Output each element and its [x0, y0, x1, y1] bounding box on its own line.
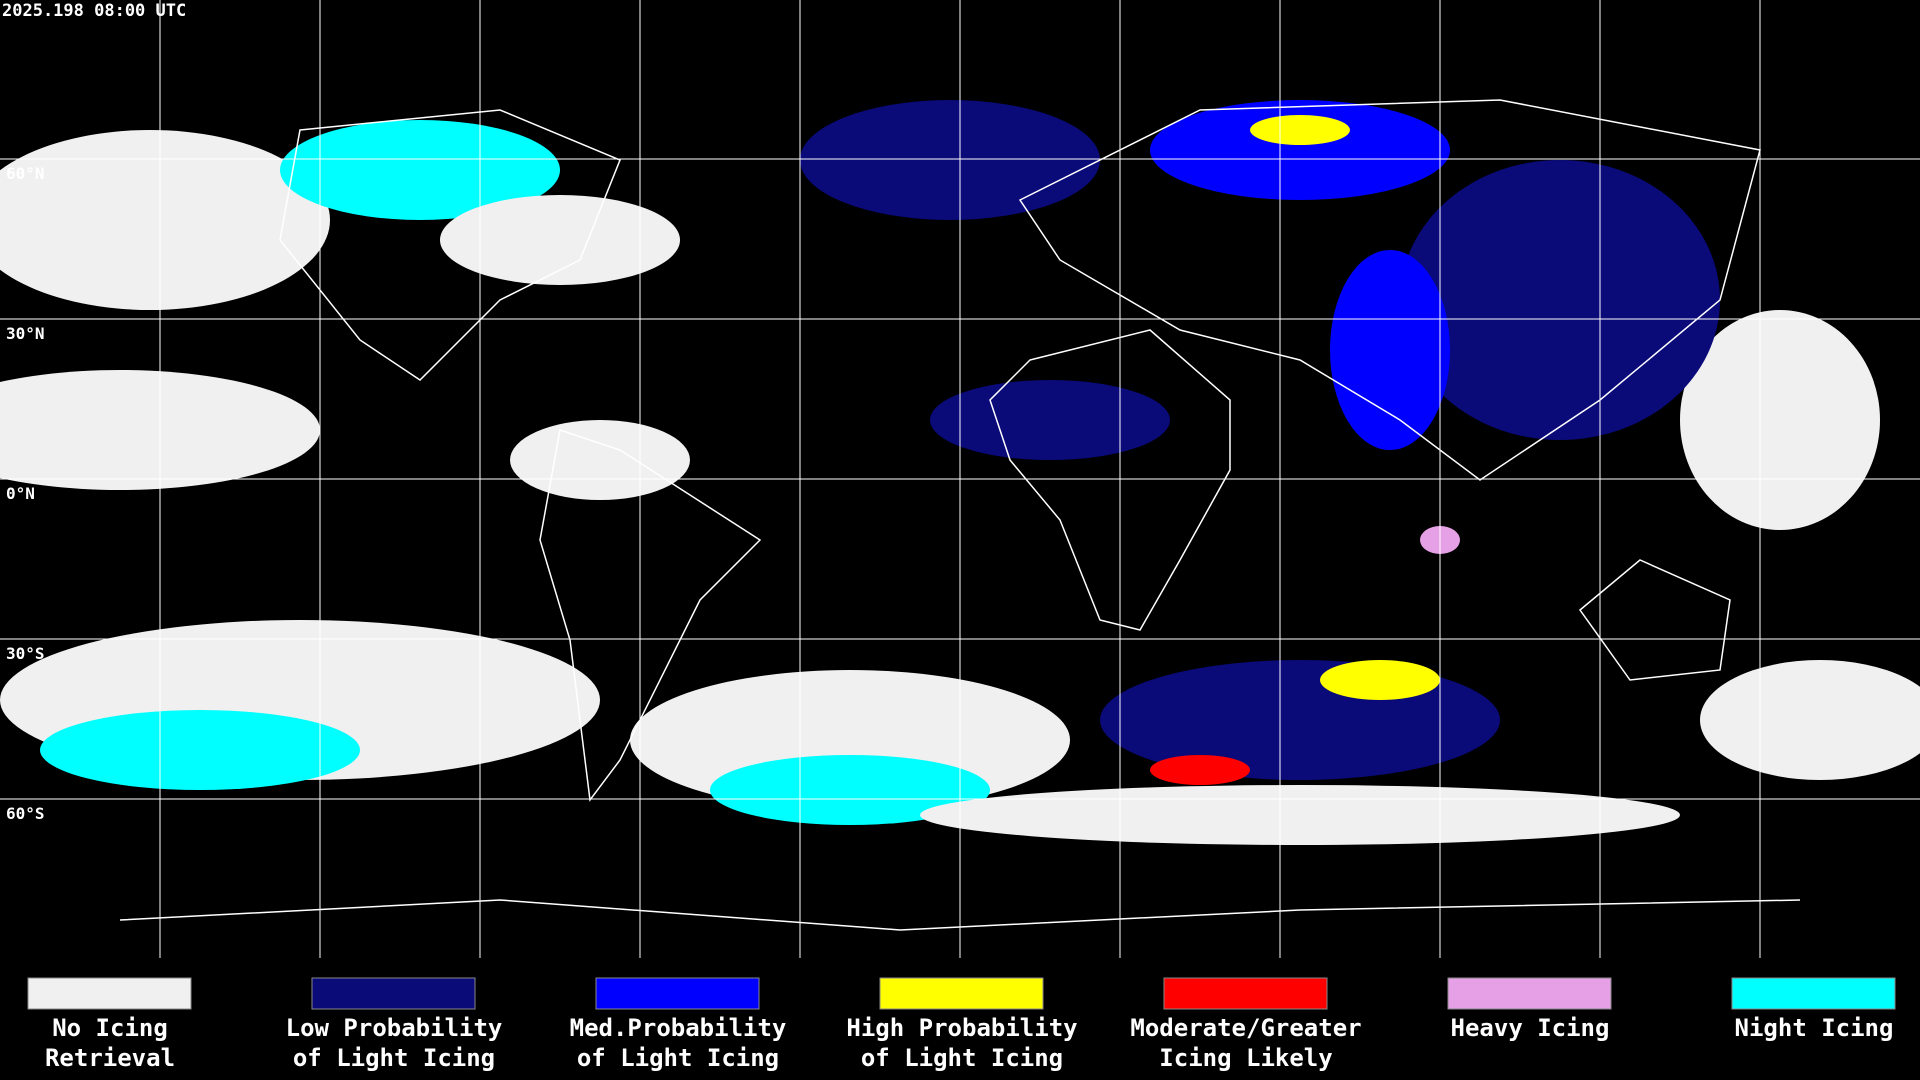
legend-label: Heavy Icing	[1451, 1014, 1610, 1042]
legend-swatch	[311, 977, 476, 1010]
coastline	[119, 899, 1801, 931]
coastline	[989, 329, 1231, 631]
coastline	[1018, 99, 1761, 481]
cloud	[1250, 115, 1350, 145]
latitude-label: 0°N	[6, 484, 35, 503]
legend-label: Moderate/Greater	[1130, 1014, 1361, 1042]
cloud	[1330, 250, 1450, 450]
legend-label: Icing Likely	[1159, 1044, 1332, 1072]
legend-swatch	[1731, 977, 1896, 1010]
latitude-label: 60°S	[6, 804, 45, 823]
coastline	[1578, 559, 1731, 681]
legend-swatch	[27, 977, 192, 1010]
timestamp: 2025.198 08:00 UTC	[2, 1, 186, 21]
latitude-label: 60°N	[6, 164, 45, 183]
legend-swatch	[1447, 977, 1612, 1010]
legend-label: of Light Icing	[293, 1044, 495, 1072]
legend-label: No Icing	[52, 1014, 168, 1042]
cloud	[280, 120, 560, 220]
legend-label: Low Probability	[286, 1014, 503, 1042]
cloud	[710, 755, 990, 825]
cloud-field	[0, 100, 1920, 845]
legend-label: Retrieval	[45, 1044, 175, 1072]
cloud	[800, 100, 1100, 220]
cloud	[440, 195, 680, 285]
latitude-labels: 60°N 30°N 0°N 30°S 60°S	[6, 164, 45, 823]
legend-label: Med.Probability	[570, 1014, 787, 1042]
legend-label: of Light Icing	[577, 1044, 779, 1072]
legend-label: Night Icing	[1735, 1014, 1894, 1042]
latitude-label: 30°N	[6, 324, 45, 343]
legend-swatch	[879, 977, 1044, 1010]
cloud	[1680, 310, 1880, 530]
cloud	[40, 710, 360, 790]
cloud	[930, 380, 1170, 460]
coastline	[539, 429, 762, 802]
coastline	[279, 109, 621, 381]
cloud	[1400, 160, 1720, 440]
legend-swatch	[595, 977, 760, 1010]
legend-swatch	[1163, 977, 1328, 1010]
cloud	[1150, 100, 1450, 200]
coastlines	[119, 99, 1801, 931]
legend-label: High Probability	[846, 1014, 1077, 1042]
graticule	[0, 0, 1920, 958]
cloud	[1700, 660, 1920, 780]
legend-label: of Light Icing	[861, 1044, 1063, 1072]
latitude-label: 30°S	[6, 644, 45, 663]
cloud	[920, 785, 1680, 845]
cloud	[0, 130, 330, 310]
cloud	[1320, 660, 1440, 700]
cloud	[510, 420, 690, 500]
cloud	[1150, 755, 1250, 785]
